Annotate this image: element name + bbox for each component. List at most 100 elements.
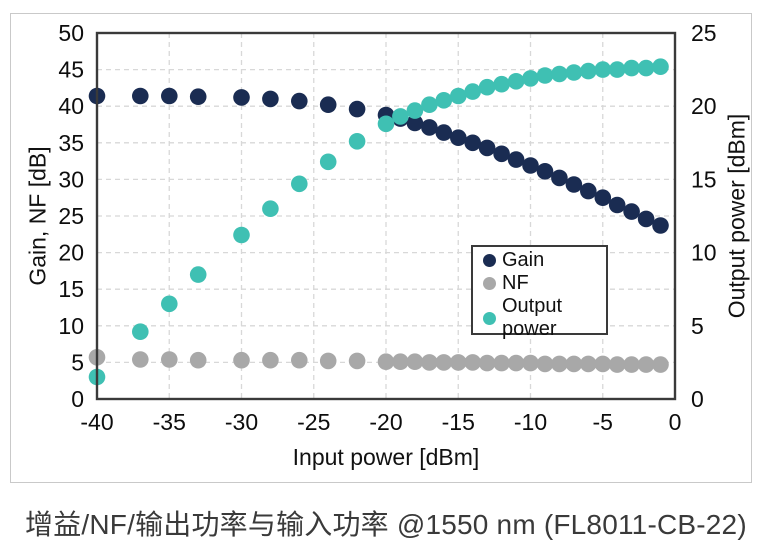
output-power-point: [450, 87, 467, 105]
y-left-tick-label: 25: [58, 203, 84, 229]
y-left-tick-label: 45: [58, 57, 84, 83]
output-power-point: [637, 59, 655, 77]
output-power-point: [262, 200, 279, 217]
output-power-point: [565, 64, 583, 81]
nf-point: [319, 352, 337, 370]
gain-point: [421, 119, 438, 136]
legend-item-gain: Gain: [483, 249, 606, 272]
gain-point: [594, 189, 612, 206]
output-power-point: [161, 295, 178, 313]
nf-legend-dot: [483, 277, 496, 290]
gain-point: [161, 87, 178, 105]
output-power-legend-label: Output power: [502, 295, 563, 340]
gain-point: [637, 210, 655, 228]
legend-item-output-power: Output power: [483, 295, 606, 341]
nf-series: [88, 349, 669, 373]
nf-point: [493, 354, 510, 372]
gain-point: [536, 163, 554, 180]
gain-point: [189, 88, 207, 105]
y-left-tick-label: 15: [58, 276, 84, 302]
nf-point: [637, 356, 655, 373]
gain-point: [262, 90, 279, 108]
gain-point: [623, 203, 640, 220]
gain-point: [478, 139, 496, 157]
gain-point: [233, 89, 250, 106]
nf-point: [161, 351, 178, 368]
nf-point: [132, 351, 149, 368]
nf-point: [406, 353, 424, 371]
y-left-tick-label: 20: [58, 240, 84, 266]
output-power-point: [551, 65, 568, 83]
gain-point: [319, 96, 337, 113]
nf-point: [478, 354, 496, 372]
gain-point: [435, 124, 453, 141]
y-axis-left-title: Gain, NF [dB]: [24, 146, 51, 286]
y-right-tick-label: 5: [691, 313, 704, 339]
x-tick-label: -10: [514, 409, 547, 435]
y-axis-right-title: Output power [dBm]: [723, 113, 750, 319]
gain-point: [406, 114, 424, 132]
output-power-point: [623, 59, 640, 77]
nf-point: [507, 354, 525, 372]
gain-legend-dot: [483, 254, 496, 267]
chart-figure: -40 -35 -30 -25 -20 -15 -10 -5 0 0 5 10 15 20 25 30 35 40…: [10, 13, 752, 483]
x-tick-label: -5: [593, 409, 613, 435]
nf-point: [652, 356, 669, 373]
nf-point: [392, 353, 409, 371]
output-power-point: [435, 92, 453, 109]
nf-point: [233, 351, 250, 369]
output-power-point: [392, 108, 409, 125]
gain-point: [580, 182, 597, 200]
y-left-tick-label: 35: [58, 130, 84, 156]
x-tick-label: -20: [369, 409, 402, 435]
y-right-tick-label: 25: [691, 20, 717, 46]
nf-point: [377, 353, 395, 371]
gain-point: [132, 87, 149, 105]
output-power-point: [594, 61, 612, 78]
output-power-legend-dot: [483, 311, 496, 325]
nf-point: [435, 354, 453, 371]
x-tick-label: -15: [442, 409, 475, 435]
y-left-tick-label: 30: [58, 166, 84, 192]
output-power-point: [421, 96, 438, 113]
output-power-point: [291, 175, 308, 193]
nf-point: [522, 354, 539, 372]
scatter-plot: -40 -35 -30 -25 -20 -15 -10 -5 00510152025303540…: [58, 20, 717, 435]
x-tick-label: -35: [153, 409, 186, 435]
nf-point: [580, 355, 597, 373]
output-power-point: [132, 323, 149, 341]
legend: Gain NF Output power: [471, 245, 608, 340]
output-power-point: [406, 102, 424, 119]
nf-point: [536, 355, 554, 373]
gain-point: [522, 157, 539, 174]
output-power-point: [608, 61, 626, 78]
y-left-tick-label: 50: [58, 20, 84, 46]
gain-series: [88, 87, 669, 234]
legend-item-nf: NF: [483, 272, 606, 295]
nf-point: [623, 356, 640, 373]
gain-point: [652, 217, 669, 234]
figure-caption: 增益/NF/输出功率与输入功率 @1550 nm (FL8011-CB-22): [25, 509, 747, 540]
output-power-point: [507, 73, 525, 90]
nf-point: [262, 351, 279, 369]
gain-point: [551, 169, 568, 187]
y-left-tick-label: 0: [71, 386, 84, 412]
y-right-tick-label: 15: [691, 166, 717, 192]
output-power-point: [652, 58, 669, 75]
output-power-point: [348, 133, 366, 150]
nf-point: [464, 354, 482, 371]
y-left-tick-label: 40: [58, 93, 84, 119]
nf-point: [608, 356, 626, 373]
gain-point: [493, 145, 510, 163]
gain-point: [507, 151, 525, 168]
x-tick-label: -25: [297, 409, 330, 435]
output-power-point: [464, 83, 482, 100]
gain-point: [464, 134, 482, 152]
output-power-point: [478, 78, 496, 96]
output-power-point: [319, 153, 337, 171]
nf-point: [594, 355, 612, 373]
gain-point: [291, 92, 308, 110]
nf-point: [565, 355, 583, 373]
output-power-point: [377, 115, 395, 133]
x-axis-title: Input power [dBm]: [292, 444, 480, 470]
